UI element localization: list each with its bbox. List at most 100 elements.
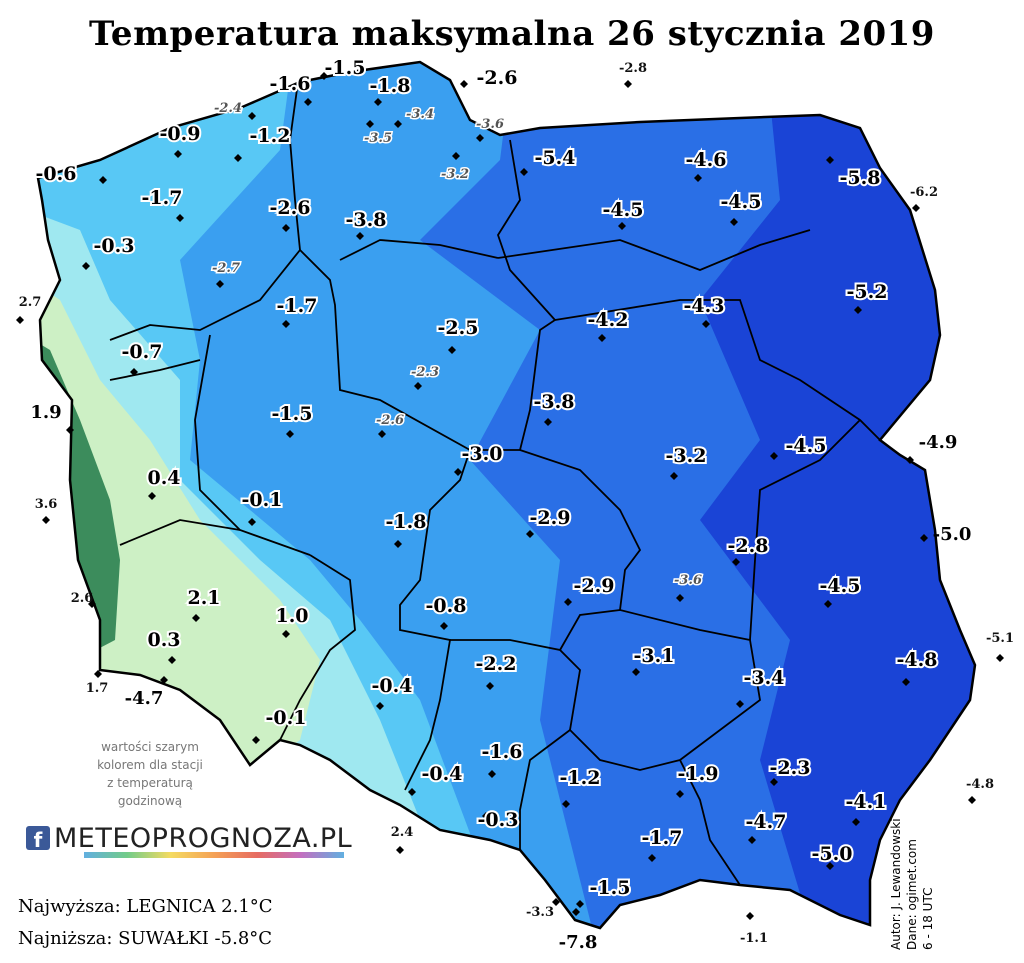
station-marker: [486, 682, 494, 690]
station-marker: [632, 668, 640, 676]
station: -3.8: [532, 389, 576, 426]
station-value: -3.4: [744, 667, 785, 689]
station-marker: [824, 600, 832, 608]
outside-station: 2.4: [391, 825, 413, 854]
outside-station: 1.7: [86, 670, 109, 696]
station-marker: [148, 492, 156, 500]
station-marker: [624, 80, 632, 88]
station-marker: [174, 150, 182, 158]
station-marker: [732, 558, 740, 566]
station-marker: [448, 346, 456, 354]
outside-station: -4.9: [906, 432, 957, 464]
station-value: -0.3: [478, 809, 519, 831]
voivodeship-border: [279, 554, 356, 741]
station-marker: [378, 430, 386, 438]
outside-station: -3.3: [526, 898, 560, 920]
station-value: -3.5: [364, 131, 392, 146]
legend-note-line: wartości szarym: [101, 740, 199, 754]
outside-station: -4.8: [966, 777, 994, 804]
station-value: -0.4: [422, 763, 463, 785]
outside-station: -2.8: [619, 61, 647, 88]
station-marker: [648, 854, 656, 862]
station-marker: [460, 80, 468, 88]
station: -5.8: [826, 156, 882, 191]
station: -3.6: [474, 116, 506, 142]
station: -3.4: [394, 106, 436, 128]
station-value: -0.6: [36, 163, 77, 185]
station: -1.7: [140, 185, 184, 222]
station: -4.3: [682, 293, 726, 328]
station: -5.4: [520, 145, 577, 176]
outside-station: -5.1: [986, 631, 1014, 662]
station: -4.6: [684, 147, 728, 182]
station-labels: -1.6 -1.5 -1.8 -2.6 -2.4 -3.4 -3.6 -3.5 …: [34, 55, 940, 953]
station: -2.4: [212, 100, 256, 120]
station-value: -1.9: [678, 763, 719, 785]
station: -4.5: [601, 197, 645, 230]
station-value: -2.4: [214, 101, 242, 116]
station-marker: [356, 232, 364, 240]
outside-station: 2.7: [16, 295, 41, 324]
station: -2.6: [268, 195, 312, 232]
station-value: -1.8: [386, 511, 427, 533]
station-value: -0.1: [266, 707, 307, 729]
station: -1.9: [676, 761, 720, 798]
station: -3.2: [664, 443, 708, 480]
station-value: -3.6: [476, 117, 504, 132]
station: -1.5: [270, 401, 314, 438]
station: -3.0: [454, 441, 504, 476]
station-marker: [454, 468, 462, 476]
author: Autor: J. Lewandowski: [889, 818, 903, 950]
station-value: -4.3: [684, 295, 725, 317]
outside-station: -1.1: [740, 912, 768, 946]
site-logo: f METEOPROGNOZA.PL: [26, 818, 352, 858]
station-value: -3.4: [406, 107, 434, 122]
station-marker: [394, 120, 402, 128]
station: -0.3: [82, 233, 136, 270]
station-value: -0.1: [242, 489, 283, 511]
station: -1.2: [558, 765, 602, 808]
highest-temperature: Najwyższa: LEGNICA 2.1°C: [18, 896, 273, 917]
station: -0.1: [252, 705, 308, 744]
station-value: -0.7: [122, 341, 163, 363]
station-value: -4.5: [820, 575, 861, 597]
voivodeship-border: [679, 759, 741, 886]
station-value: 1.7: [86, 681, 109, 696]
station-marker: [440, 622, 448, 630]
station-value: -1.7: [142, 187, 183, 209]
station: 1.0: [273, 603, 311, 638]
outside-station-labels: -2.8 -6.2 2.7 1.9 3.6 2.6 1.7 -4.7 -4.9 …: [16, 61, 1014, 946]
station: -2.5: [436, 315, 480, 354]
station-marker: [526, 530, 534, 538]
station-marker: [99, 176, 107, 184]
station-marker: [736, 700, 744, 708]
station-value: -1.5: [325, 57, 366, 79]
station-value: -5.0: [812, 843, 853, 865]
station-value: -1.2: [560, 767, 601, 789]
station-marker: [66, 426, 74, 434]
station-value: -5.8: [840, 167, 881, 189]
station-value: 2.6: [71, 591, 94, 606]
data-source: Dane: ogimet.com: [905, 839, 919, 950]
station: -4.5: [818, 573, 862, 608]
station-marker: [286, 430, 294, 438]
station-value: 2.1: [187, 587, 220, 609]
station: -1.6: [268, 71, 312, 106]
station-marker: [394, 540, 402, 548]
station: -5.0: [810, 841, 854, 870]
station: -0.8: [424, 593, 468, 630]
station-value: -2.6: [376, 413, 404, 428]
station-marker: [676, 790, 684, 798]
station-marker: [248, 112, 256, 120]
station-marker: [16, 316, 24, 324]
station-marker: [770, 778, 778, 786]
station-marker: [168, 656, 176, 664]
station-marker: [826, 862, 834, 870]
station-value: -7.8: [559, 932, 598, 953]
station-value: -3.3: [526, 905, 554, 920]
station-value: -1.7: [642, 827, 683, 849]
station-value: 1.0: [275, 605, 308, 627]
station-value: -3.0: [462, 443, 503, 465]
legend-note-line: z temperaturą: [107, 776, 193, 790]
station: -4.8: [895, 647, 939, 686]
